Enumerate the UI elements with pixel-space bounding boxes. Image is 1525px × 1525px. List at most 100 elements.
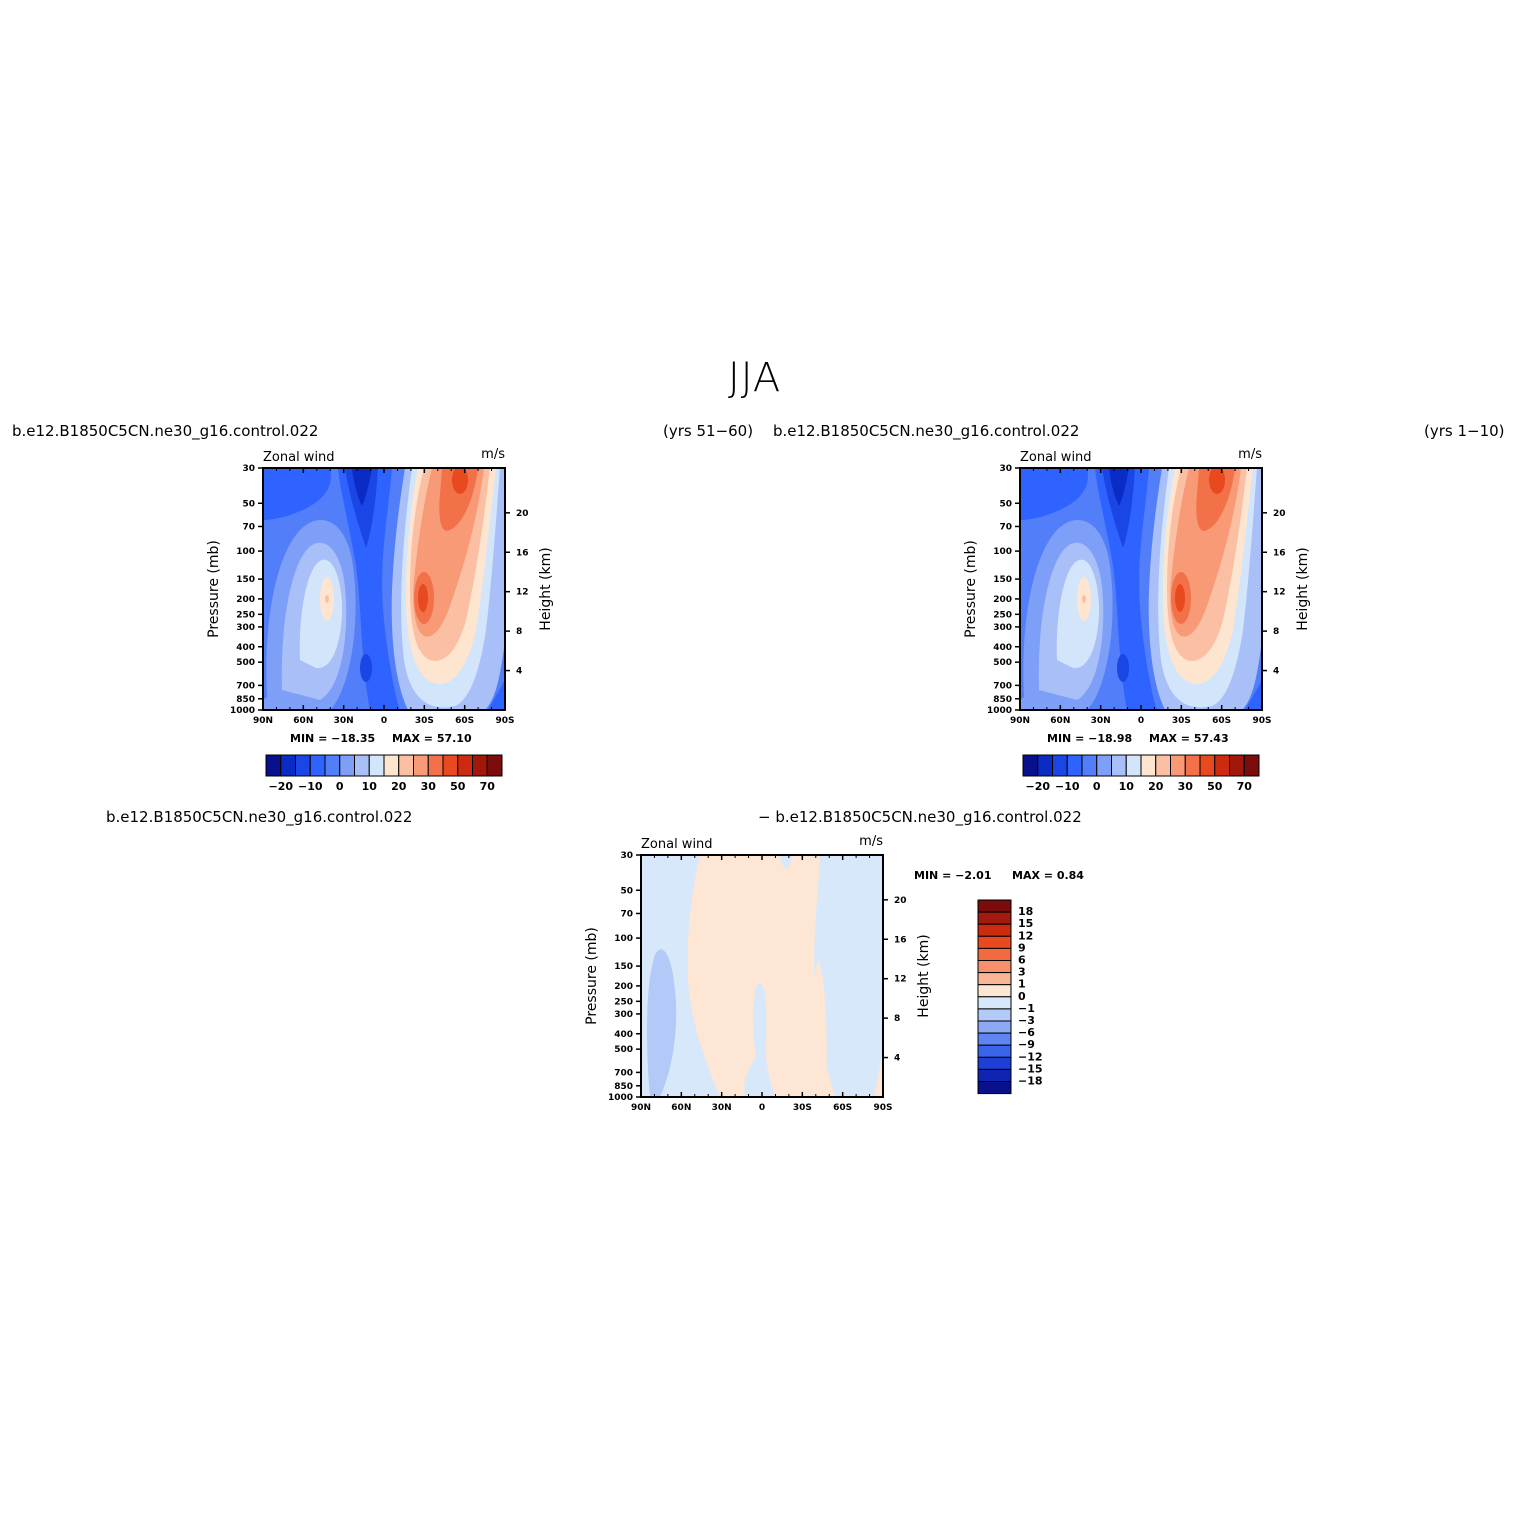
colorbar-box (1243, 754, 1260, 777)
colorbar-label: 0 (1018, 990, 1026, 1003)
colorbar-box (368, 754, 385, 777)
colorbar-label: 50 (1207, 780, 1223, 793)
x-tick-label: 0 (759, 1103, 765, 1113)
colorbar-box (339, 754, 355, 777)
colorbar-box (265, 754, 282, 777)
colorbar-box (1052, 754, 1068, 777)
x-tick-label: 0 (381, 716, 387, 726)
colorbar-box (457, 754, 473, 777)
x-tick-label: 30S (415, 716, 434, 726)
colorbar-box (1066, 754, 1083, 777)
colorbar-box (977, 1020, 1012, 1034)
colorbar-box (977, 923, 1012, 937)
y-tick-label: 700 (993, 681, 1012, 691)
y-tick-label: 850 (236, 695, 255, 705)
colorbar-label: 3 (1018, 966, 1026, 979)
y-tick-label: 850 (993, 695, 1012, 705)
colorbar-label: 10 (1119, 780, 1135, 793)
colorbar-box (977, 1008, 1012, 1022)
y-tick-label: 200 (993, 595, 1012, 605)
max-label: MAX = 0.84 (1012, 869, 1084, 882)
y-tick-label: 150 (993, 575, 1012, 585)
x-tick-label: 90S (1252, 716, 1271, 726)
y-tick-label: 500 (236, 658, 255, 668)
colorbar-label: 30 (421, 780, 437, 793)
colorbar-box (1229, 754, 1245, 777)
colorbar-label: 9 (1018, 941, 1026, 954)
y-right-axis-title: Height (km) (538, 547, 554, 630)
sh-jet-5 (439, 468, 478, 531)
low-left-streak (263, 695, 300, 710)
y-tick-label: 70 (242, 522, 255, 532)
y-tick-label: 100 (993, 547, 1012, 557)
colorbar-box (977, 1032, 1012, 1046)
y-tick-label: 500 (614, 1045, 633, 1055)
colorbar-label: 20 (1148, 780, 1164, 793)
colorbar-label: −15 (1018, 1062, 1043, 1075)
y-axis-title: Pressure (mb) (584, 927, 600, 1025)
colorbar-box (977, 911, 1012, 925)
y-tick-label: 50 (242, 499, 255, 509)
colorbar-box (472, 754, 488, 777)
y-right-tick-label: 4 (516, 667, 522, 677)
max-label: MAX = 57.10 (392, 732, 472, 745)
colorbar-label: 1 (1018, 978, 1026, 991)
y-right-tick-label: 12 (516, 588, 529, 598)
colorbar-label: −1 (1018, 1002, 1035, 1015)
eq-easterly-1 (338, 468, 400, 710)
colorbar-box (977, 984, 1012, 998)
zonal-wind-difference-contours (641, 855, 883, 1097)
nh-core-dot (325, 595, 329, 603)
panel-title: Zonal wind (263, 450, 335, 465)
x-tick-label: 0 (1138, 716, 1144, 726)
x-tick-label: 60N (671, 1103, 691, 1113)
y-tick-label: 150 (614, 962, 633, 972)
axes-layer: 90N 60N 30N 0 30S 60S 90S305070100150200250300… (206, 447, 1311, 1113)
y-tick-label: 250 (236, 610, 255, 620)
y-tick-label: 500 (993, 658, 1012, 668)
colorbar-box (977, 935, 1012, 949)
colorbar-label: 18 (1018, 905, 1033, 918)
colorbar-label: 50 (450, 780, 466, 793)
y-tick-label: 850 (614, 1082, 633, 1092)
colorbar-box (977, 1081, 1012, 1095)
x-tick-label: 90S (495, 716, 514, 726)
top-left-years-label: (yrs 51−60) (663, 422, 754, 440)
colorbar-box (977, 1056, 1012, 1070)
sh-jet-6b (418, 584, 428, 612)
y-right-tick-label: 20 (1273, 509, 1286, 519)
sh-jet-6 (452, 468, 468, 494)
colorbar-box (977, 1068, 1012, 1083)
zonal-wind-contours-top-right (1020, 466, 1262, 710)
colorbar-box (309, 754, 326, 777)
x-tick-label: 90N (631, 1103, 651, 1113)
top-left-case-label: b.e12.B1850C5CN.ne30_g16.control.022 (12, 422, 319, 440)
y-tick-label: 1000 (230, 706, 255, 716)
colorbar-box (1199, 754, 1216, 777)
colorbar-box (427, 754, 444, 777)
colorbar-box (324, 754, 341, 777)
diff-right-lobe (809, 960, 827, 1097)
y-tick-label: 150 (236, 575, 255, 585)
figure-title: JJA (728, 355, 782, 401)
colorbar-box (977, 996, 1012, 1010)
colorbar-box (442, 754, 459, 777)
colorbar-box (1214, 754, 1230, 777)
y-tick-label: 300 (236, 623, 255, 633)
zonal-wind-contours-top-left (263, 468, 505, 710)
colorbar-box (383, 754, 400, 777)
y-right-tick-label: 4 (894, 1054, 900, 1064)
eq-easterly-2 (345, 468, 378, 548)
colorbar-label: −3 (1018, 1014, 1035, 1027)
panel-units: m/s (481, 447, 505, 462)
colorbar-box (1140, 754, 1157, 777)
colorbar-box (1125, 754, 1142, 777)
y-tick-label: 200 (614, 982, 633, 992)
bottom-case-left-label: b.e12.B1850C5CN.ne30_g16.control.022 (106, 808, 413, 826)
y-right-axis-title: Height (km) (1295, 547, 1311, 630)
colorbar-box (977, 1044, 1012, 1058)
x-tick-label: 90N (253, 716, 273, 726)
pole-streaks (488, 680, 505, 710)
